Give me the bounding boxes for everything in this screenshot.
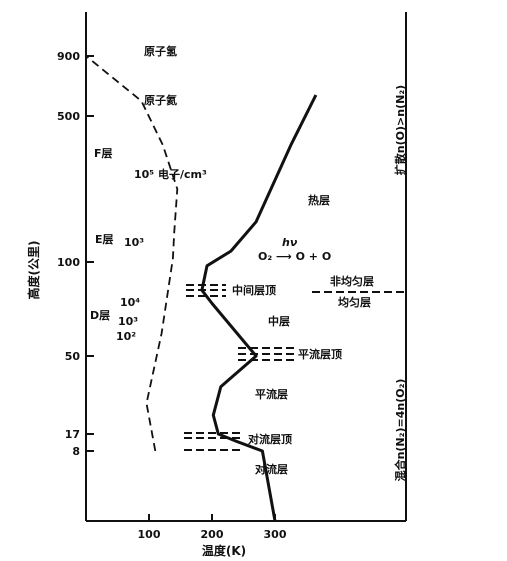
f-layer-label: F层	[94, 147, 113, 160]
tropopause-label: 对流层顶	[248, 432, 292, 446]
y-axis-title: 高度(公里)	[26, 241, 41, 300]
y-tick-label: 500	[57, 110, 80, 123]
troposphere-label: 对流层	[255, 462, 288, 476]
y-tick-label: 900	[57, 50, 80, 63]
x-tick-label: 300	[264, 528, 287, 541]
density-label-1e5: 10⁵ 电子/cm³	[134, 167, 207, 181]
x-axis-title: 温度(K)	[202, 543, 246, 558]
helium-label: 原子氦	[144, 93, 177, 107]
x-tick-label: 200	[201, 528, 224, 541]
d-layer-label: D层	[90, 309, 110, 322]
x-tick-group: 100 200 300	[138, 514, 287, 541]
density-label-1e2: 10²	[116, 330, 136, 343]
diffusion-label: 扩散n(O)>n(N₂)	[393, 85, 407, 175]
y-tick-group: 8 17 50 100 500 900	[57, 50, 94, 458]
temperature-curve	[200, 94, 318, 522]
density-label-1e3-d: 10³	[118, 315, 138, 328]
mixing-label: 混合n(N₂)=4n(O₂)	[393, 379, 407, 482]
y-tick-label: 17	[65, 428, 80, 441]
photodissociation-label: O₂ ⟶ O + O	[258, 250, 331, 263]
thermosphere-label: 热层	[308, 193, 330, 207]
stratopause-label: 平流层顶	[298, 347, 342, 361]
y-tick-label: 8	[72, 445, 80, 458]
density-label-1e4: 10⁴	[120, 296, 140, 309]
y-tick-label: 50	[65, 350, 81, 363]
hydrogen-label: 原子氢	[144, 44, 177, 58]
mesosphere-label: 中层	[268, 314, 290, 328]
density-label-1e3-e: 10³	[124, 236, 144, 249]
x-tick-label: 100	[138, 528, 161, 541]
photon-label: hν	[282, 236, 298, 249]
mesopause-label: 中间层顶	[232, 283, 276, 297]
e-layer-label: E层	[95, 233, 114, 246]
y-tick-label: 100	[57, 256, 80, 269]
stratosphere-label: 平流层	[255, 387, 288, 401]
heterosphere-label: 非均匀层	[330, 274, 374, 288]
electron-density-curve	[85, 55, 179, 452]
homosphere-label: 均匀层	[338, 295, 371, 309]
